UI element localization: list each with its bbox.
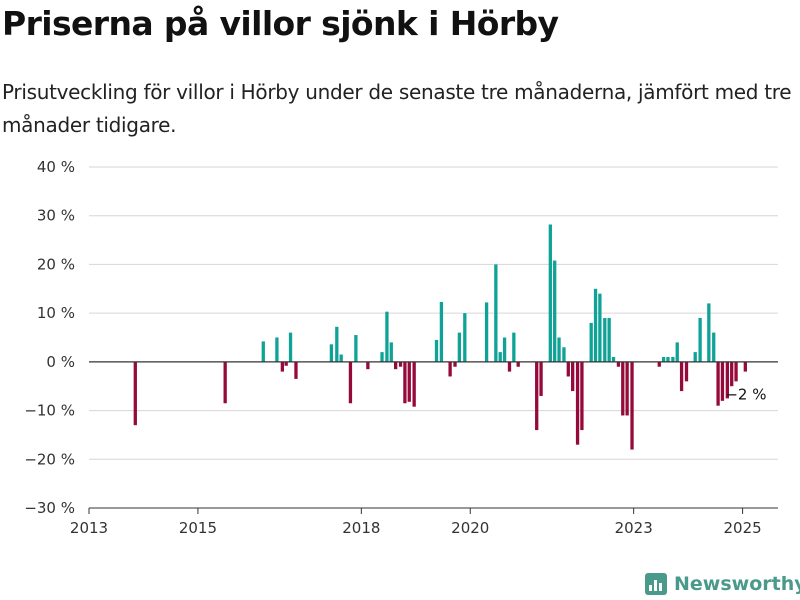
bar bbox=[407, 361, 411, 402]
bar bbox=[494, 264, 498, 362]
x-tick-label: 2023 bbox=[615, 519, 653, 537]
bar bbox=[385, 311, 389, 362]
chart-title: Priserna på villor sjönk i Hörby bbox=[2, 4, 559, 43]
y-tick-label: 30 % bbox=[37, 207, 75, 225]
y-tick-label: 20 % bbox=[37, 255, 75, 273]
x-axis: 2013 2015 2018 2020 2023 2025 bbox=[70, 507, 778, 537]
bar bbox=[675, 342, 679, 362]
bar bbox=[434, 339, 439, 362]
bar bbox=[707, 303, 711, 362]
bar bbox=[412, 361, 416, 407]
bar bbox=[484, 302, 489, 362]
bar bbox=[712, 332, 716, 362]
bar bbox=[716, 361, 720, 406]
bar bbox=[671, 356, 675, 362]
gridlines bbox=[89, 166, 778, 460]
bar bbox=[380, 352, 384, 362]
y-axis-ticks: 40 % 30 % 20 % 10 % 0 % −10 % −20 % −30 % bbox=[24, 158, 75, 517]
bar bbox=[288, 332, 293, 362]
bar bbox=[354, 335, 358, 362]
x-tick-label: 2025 bbox=[724, 519, 762, 537]
bar bbox=[261, 341, 265, 362]
bar bbox=[725, 361, 729, 399]
bar bbox=[571, 361, 575, 392]
last-value-annotation: −2 % bbox=[725, 386, 766, 404]
bar bbox=[661, 356, 666, 362]
bar bbox=[580, 361, 584, 431]
bar bbox=[294, 361, 298, 379]
bar bbox=[562, 347, 566, 362]
newsworthy-logo: Newsworthy bbox=[645, 570, 800, 598]
y-tick-label: 0 % bbox=[46, 353, 75, 371]
bar bbox=[348, 361, 353, 404]
bar bbox=[512, 332, 516, 362]
bar bbox=[625, 361, 629, 416]
bar bbox=[589, 322, 593, 362]
bar bbox=[657, 361, 661, 367]
bar bbox=[457, 332, 462, 362]
bar bbox=[539, 361, 543, 396]
bar bbox=[394, 361, 398, 370]
bar bbox=[335, 326, 339, 362]
x-tick-label: 2015 bbox=[179, 519, 217, 537]
x-tick-label: 2020 bbox=[451, 519, 489, 537]
bar bbox=[607, 318, 611, 362]
bar bbox=[566, 361, 570, 377]
bar bbox=[223, 361, 227, 404]
bar bbox=[448, 361, 452, 377]
bar bbox=[593, 288, 598, 362]
y-tick-label: −30 % bbox=[24, 499, 75, 517]
y-tick-label: −20 % bbox=[24, 450, 75, 468]
bar bbox=[616, 361, 621, 367]
bar bbox=[329, 344, 334, 362]
bar bbox=[507, 361, 512, 372]
bar bbox=[389, 342, 393, 362]
brand-name: Newsworthy bbox=[674, 573, 800, 595]
x-tick-label: 2013 bbox=[70, 519, 108, 537]
bar bbox=[679, 361, 684, 392]
bar bbox=[684, 361, 689, 382]
bar bbox=[502, 337, 507, 362]
chart-subtitle: Prisutveckling för villor i Hörby under … bbox=[2, 80, 792, 137]
bar bbox=[453, 361, 457, 367]
bar bbox=[734, 361, 738, 382]
bar bbox=[557, 337, 561, 362]
bar bbox=[666, 356, 670, 362]
bars bbox=[133, 224, 747, 450]
bar bbox=[403, 361, 407, 404]
bar bbox=[598, 293, 602, 362]
bar bbox=[611, 356, 616, 362]
bar bbox=[463, 313, 467, 362]
bar bbox=[133, 361, 137, 426]
bar bbox=[698, 318, 702, 362]
bar bbox=[730, 361, 734, 387]
bar bbox=[516, 361, 520, 367]
bar bbox=[693, 352, 697, 362]
y-tick-label: −10 % bbox=[24, 402, 75, 420]
bar bbox=[339, 354, 343, 362]
bar bbox=[603, 318, 607, 362]
bar bbox=[553, 260, 557, 362]
bar bbox=[275, 337, 279, 362]
bar bbox=[548, 224, 552, 362]
bar bbox=[621, 361, 625, 416]
bar bbox=[439, 301, 444, 362]
bar bbox=[575, 361, 580, 445]
bar bbox=[743, 361, 747, 372]
bar bbox=[398, 361, 403, 367]
y-tick-label: 40 % bbox=[37, 158, 75, 176]
bar-chart-logo-icon bbox=[645, 573, 667, 595]
bar bbox=[720, 361, 725, 401]
bar bbox=[280, 361, 285, 372]
bar bbox=[498, 352, 502, 362]
y-tick-label: 10 % bbox=[37, 304, 75, 322]
bar bbox=[284, 361, 288, 366]
bar bbox=[630, 361, 634, 450]
bar bbox=[535, 361, 539, 431]
bar bbox=[366, 361, 370, 370]
x-tick-label: 2018 bbox=[342, 519, 380, 537]
